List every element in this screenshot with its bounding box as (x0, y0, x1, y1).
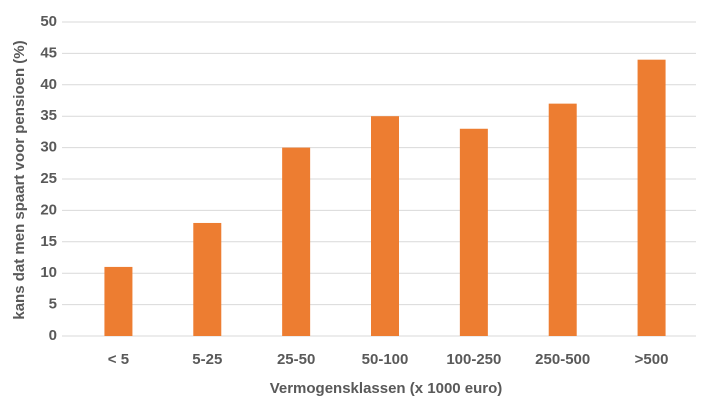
y-tick-label: 5 (49, 296, 57, 313)
bar (637, 59, 666, 337)
x-tick-label: 5-25 (192, 351, 222, 368)
y-tick-label: 10 (40, 264, 57, 281)
y-tick-label: 30 (40, 139, 57, 156)
x-tick-label: 50-100 (362, 351, 409, 368)
x-tick-label: 25-50 (277, 351, 315, 368)
bar (548, 103, 577, 336)
y-axis-label: kans dat men spaart voor pensioen (%) (11, 40, 28, 319)
y-tick-label: 35 (40, 107, 57, 124)
x-tick-label: < 5 (108, 351, 129, 368)
bar (459, 128, 488, 336)
y-tick-label: 25 (40, 170, 57, 187)
bar (104, 266, 133, 336)
x-axis-label: Vermogensklassen (x 1000 euro) (270, 380, 503, 397)
y-tick-label: 20 (40, 201, 57, 218)
x-tick-label: >500 (635, 351, 669, 368)
y-tick-label: 0 (49, 327, 57, 344)
bar (193, 222, 222, 336)
bar (282, 147, 311, 336)
y-tick-label: 45 (40, 44, 57, 61)
x-tick-label: 250-500 (535, 351, 590, 368)
x-tick-label: 100-250 (446, 351, 501, 368)
y-tick-label: 50 (40, 13, 57, 30)
y-tick-label: 40 (40, 76, 57, 93)
bar (371, 116, 399, 336)
y-tick-label: 15 (40, 233, 57, 250)
